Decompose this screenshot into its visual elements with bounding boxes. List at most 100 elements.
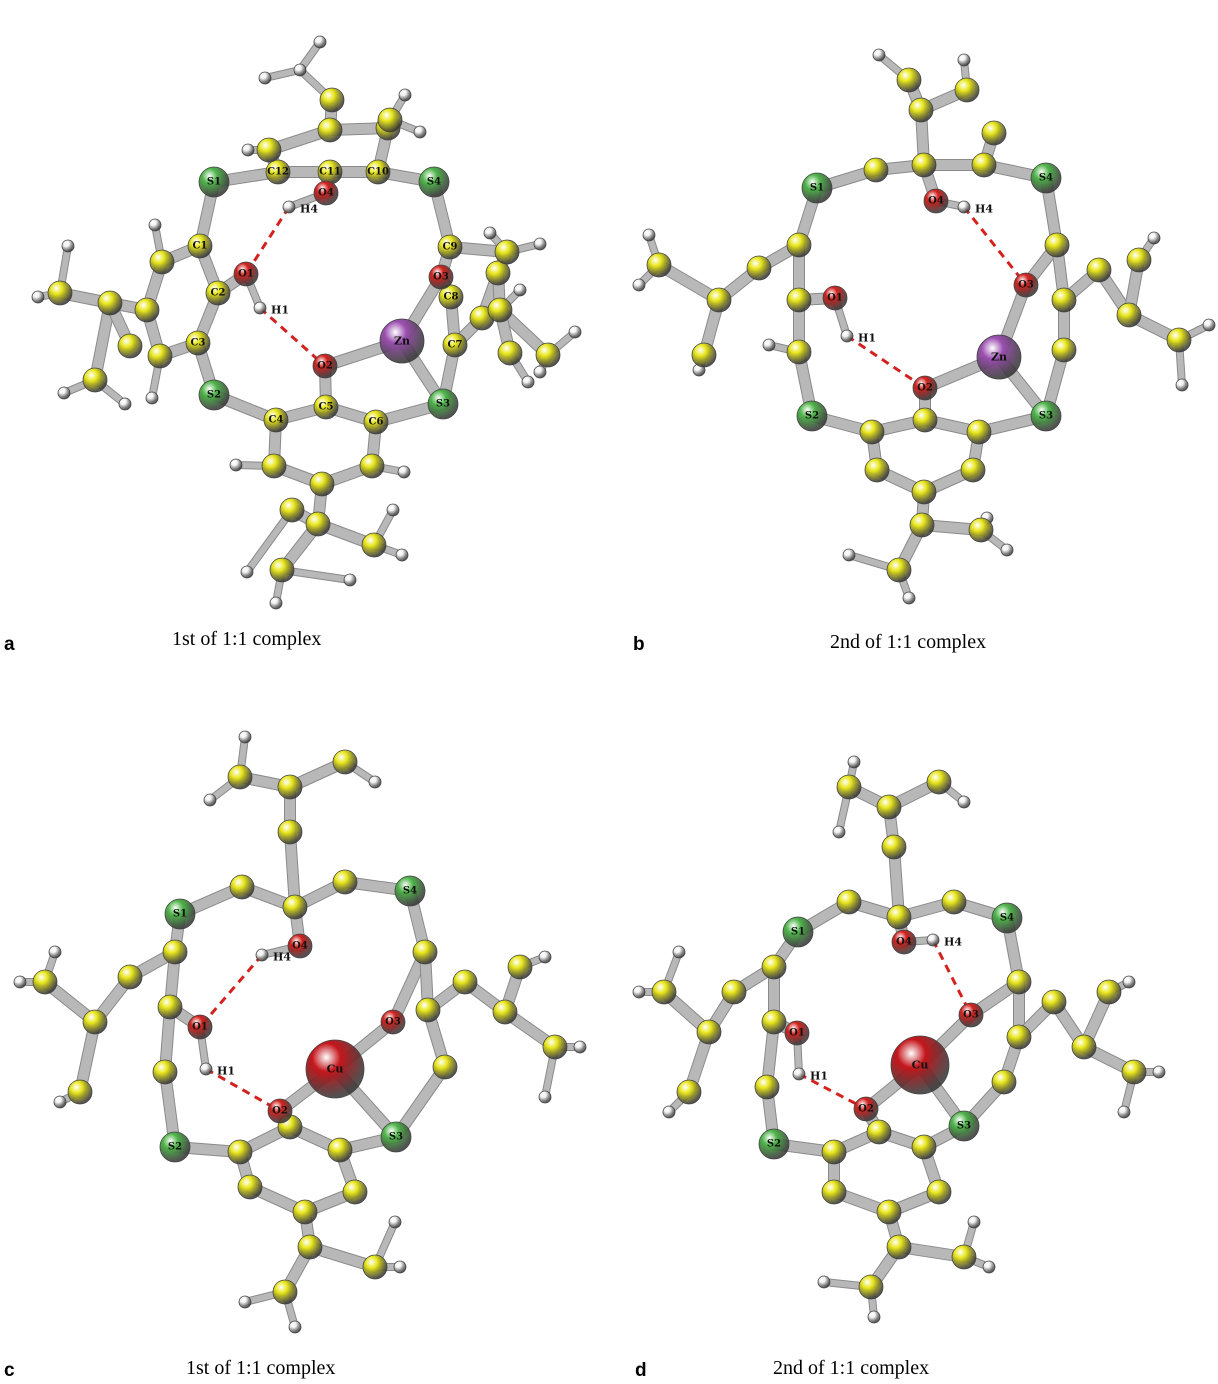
atom-label-s3: S3 [957,1121,971,1132]
atom-c [227,764,253,790]
atom-s [418,166,450,198]
atom-c [971,152,997,178]
metal-label: Cu [912,1059,929,1072]
atom-c [152,1059,178,1085]
atom-c [365,159,391,185]
atom-c [960,457,986,483]
atom-c [297,1234,323,1260]
atom-c [492,999,518,1025]
atom-c [134,297,160,323]
atom-label-o2: O2 [272,1106,288,1117]
atom-label-s3: S3 [1039,411,1053,422]
atom-h [293,63,307,77]
atom-label-o4: O4 [896,937,912,948]
hydrogen-bond [798,1072,867,1111]
atom-c [507,954,533,980]
atom-c [342,1179,368,1205]
atom-s [758,1128,790,1160]
atom-s [948,1110,980,1142]
atom-h [513,283,527,297]
atom-c [187,233,213,259]
atom-c [836,889,862,915]
atom-label-s3: S3 [389,1132,403,1143]
atom-c [676,1079,702,1105]
atom-c [821,1139,847,1165]
atom-c [263,407,289,433]
atom-label-s1: S1 [810,183,824,194]
atom-c [362,1254,388,1280]
atom-label-h4: H4 [944,936,962,949]
atom-h [642,228,656,242]
atom-label-o2: O2 [858,1104,874,1115]
atom-c [1006,969,1032,995]
panel-caption-c: 1st of 1:1 complex [186,1357,336,1379]
atom-label-o1: O1 [789,1028,805,1039]
atom-o [853,1096,879,1122]
atom-c [265,159,291,185]
atom-c [305,511,331,537]
atom-c [821,1179,847,1205]
atom-h [817,1275,831,1289]
atom-c [497,340,523,366]
atom-s [380,1121,412,1153]
atom-c [535,342,561,368]
atom-c [1006,1024,1032,1050]
atom-c [786,232,812,258]
atom-h [57,386,71,400]
atom-c [1051,287,1077,313]
atom-s [782,916,814,948]
atom-c [227,1139,253,1165]
atom-label-c11: C11 [319,167,341,178]
atom-h [238,730,252,744]
atom-label-s1: S1 [207,177,221,188]
metal-label: Cu [327,1063,344,1076]
atom-c [327,1137,353,1163]
atom-c [332,869,358,895]
atom-h [957,53,971,67]
atom-c [876,794,902,820]
atom-h [662,1105,676,1119]
atom-c [896,67,922,93]
atom-c [412,939,438,965]
atom-c [185,330,211,356]
atom-h [145,391,159,405]
atom-c [162,939,188,965]
atom-c [432,1054,458,1080]
atom-c [886,557,912,583]
atom-c [282,894,308,920]
atom-c [886,1234,912,1260]
atom-c [205,280,231,306]
atom-c [911,479,937,505]
atom-h [53,1095,67,1109]
atom-metal [976,334,1022,380]
atom-label-c12: C12 [267,167,289,178]
atom-label-s2: S2 [805,411,819,422]
atom-h [957,200,971,214]
atom-c [864,457,890,483]
atom-c [256,137,282,163]
atom-label-s2: S2 [168,1142,182,1153]
atom-c [1086,257,1112,283]
atom-c [1116,302,1142,328]
atom-h [31,290,45,304]
atom-o [958,1002,984,1028]
atom-label-c2: C2 [211,288,226,299]
atom-c [863,157,889,183]
atom-o [287,933,313,959]
atom-label-o3: O3 [963,1010,979,1021]
atom-c [229,874,255,900]
atom-label-s3: S3 [436,399,450,410]
atom-h [288,1320,302,1334]
atom-c [363,409,389,435]
atom-h [967,1215,981,1229]
atom-c [761,1009,787,1035]
atom-c [269,557,295,583]
hydrogen-bond [931,939,973,1016]
atom-c [1126,247,1152,273]
atom-c [82,1009,108,1035]
atom-label-h1: H1 [858,332,876,345]
atom-label-o1: O1 [238,269,254,280]
atom-c [415,997,441,1023]
atom-c [954,77,980,103]
molecule-b: S1 S2 S3 S4 O1 O2 O3 O4 H1 H4 Zn [632,48,1216,605]
